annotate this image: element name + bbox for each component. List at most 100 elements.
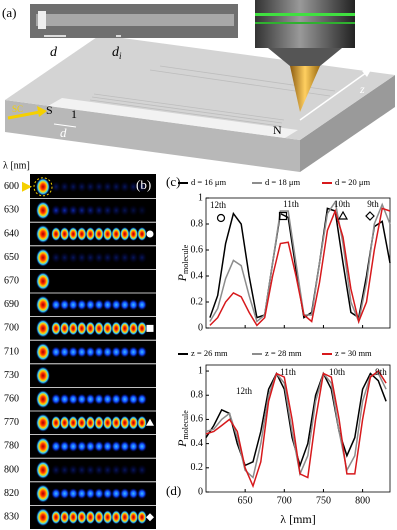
d-bar <box>53 123 77 128</box>
row-label: 770 <box>4 417 19 428</box>
spot <box>120 393 130 405</box>
spot <box>94 393 104 405</box>
annotation: 12th <box>236 386 253 396</box>
y-axis-label: P <box>175 273 189 282</box>
spot <box>77 440 87 452</box>
spot <box>51 299 61 311</box>
spot <box>102 204 113 216</box>
spot <box>94 440 104 452</box>
spot <box>59 227 70 241</box>
spot <box>120 321 130 336</box>
spot <box>77 464 87 476</box>
spot <box>36 295 50 314</box>
spot <box>120 440 130 452</box>
spot <box>128 464 139 476</box>
spot <box>36 201 50 220</box>
label: d <box>112 45 120 60</box>
spot <box>128 321 139 336</box>
row-label: 760 <box>4 393 19 404</box>
sc-arrow <box>7 110 41 120</box>
y-tick-label: 1 <box>198 365 203 376</box>
spot <box>120 227 130 241</box>
objective-ring <box>255 13 355 16</box>
spot <box>77 346 87 358</box>
spot <box>68 415 78 430</box>
spot <box>77 299 87 311</box>
spot <box>36 390 50 409</box>
spot <box>59 299 70 311</box>
objective-ring <box>255 22 355 24</box>
spot <box>111 488 121 500</box>
annotation: 9th <box>367 199 379 209</box>
spot <box>77 204 87 216</box>
spot <box>102 252 113 264</box>
spot <box>36 484 50 503</box>
spot <box>137 464 147 476</box>
spot <box>102 321 113 336</box>
spot <box>59 346 70 358</box>
y-tick-label: 0.8 <box>191 218 204 229</box>
spot <box>120 299 130 311</box>
spot <box>77 488 87 500</box>
x-tick-label: 700 <box>277 495 292 506</box>
spot <box>128 181 139 193</box>
arrow <box>22 181 32 192</box>
spot <box>128 252 139 264</box>
spot <box>77 227 87 241</box>
spot <box>85 393 96 405</box>
spot <box>102 393 113 405</box>
label: S <box>46 103 53 117</box>
spot <box>94 464 104 476</box>
spot <box>68 299 78 311</box>
spot <box>36 343 50 361</box>
spot <box>68 204 78 216</box>
spot <box>51 488 61 500</box>
row-label: 670 <box>4 275 19 286</box>
spot <box>68 488 78 500</box>
spot <box>77 252 87 264</box>
line <box>209 207 391 327</box>
spot <box>85 346 96 358</box>
panel-b-rows: 600 630 640 650 670 690 700 710 730 760 770 780 800 8… <box>4 177 156 527</box>
y-axis-label-sub: molecule <box>181 244 190 274</box>
row-label: 730 <box>4 370 19 381</box>
spot <box>59 440 70 452</box>
spot <box>111 510 121 525</box>
marker <box>216 213 226 223</box>
panel-label: (c) <box>166 174 180 189</box>
spot <box>85 227 96 241</box>
spot <box>137 299 147 311</box>
spot <box>51 227 61 241</box>
row-label: 780 <box>4 441 19 452</box>
spot <box>85 464 96 476</box>
spot <box>36 437 50 456</box>
spot <box>102 464 113 476</box>
y-axis-label: Pmolecule <box>175 244 190 282</box>
legend-label: d = 16 μm <box>191 177 226 187</box>
line <box>205 371 387 479</box>
spot <box>120 204 130 216</box>
spot <box>51 415 61 430</box>
spot <box>85 181 96 193</box>
spot <box>85 415 96 430</box>
spot <box>111 181 121 193</box>
row-label: 700 <box>4 323 19 334</box>
spot <box>68 227 78 241</box>
spot <box>137 510 147 525</box>
row-label: 800 <box>4 464 19 475</box>
label: d <box>60 125 67 140</box>
spot <box>36 272 50 291</box>
label: di <box>112 45 122 61</box>
spot <box>51 181 61 193</box>
y-tick-label: 0.8 <box>191 390 204 401</box>
spot <box>68 252 78 264</box>
spot <box>36 461 50 479</box>
spot <box>120 415 130 430</box>
spot <box>102 181 113 193</box>
spot <box>102 415 113 430</box>
spot <box>77 415 87 430</box>
label: N <box>273 123 282 137</box>
label: SC <box>12 104 23 114</box>
y-axis-label: Pmolecule <box>175 410 190 448</box>
label: z <box>359 82 365 96</box>
